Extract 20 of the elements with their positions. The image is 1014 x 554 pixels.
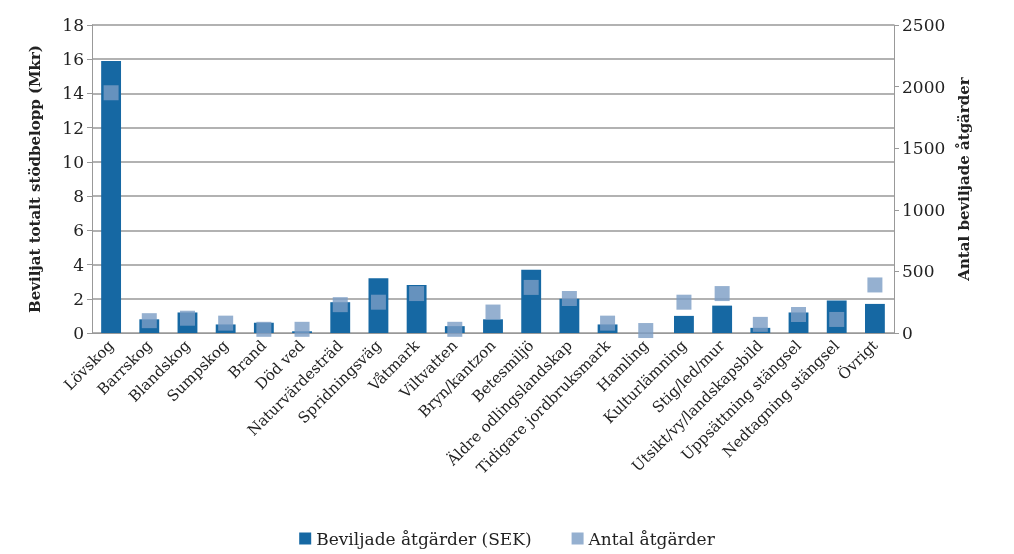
y2-axis-title: Antal beviljade åtgärder (954, 76, 973, 282)
y2-tick-label: 1500 (902, 138, 946, 159)
y2-tick-label: 2500 (902, 15, 946, 35)
y2-tick-label: 2000 (902, 76, 946, 97)
y-tick-label: 0 (73, 323, 84, 343)
y2-tick-label: 1000 (902, 199, 946, 220)
y-tick-label: 12 (62, 117, 84, 138)
legend-label: Beviljade åtgärder (SEK) (316, 528, 532, 549)
y2-tick-label: 0 (902, 323, 913, 343)
legend-label: Antal åtgärder (587, 528, 716, 549)
y-axis-title: Beviljat totalt stödbelopp (Mkr) (25, 45, 44, 313)
y-tick-label: 8 (73, 186, 84, 207)
y-tick-label: 2 (73, 288, 84, 309)
y-tick-label: 18 (62, 15, 84, 35)
y2-tick-label: 500 (902, 261, 935, 282)
y-tick-label: 16 (62, 49, 84, 70)
y-tick-label: 4 (73, 254, 84, 275)
y-tick-label: 10 (62, 151, 84, 172)
y-tick-label: 14 (62, 83, 84, 104)
y-tick-label: 6 (73, 220, 84, 241)
